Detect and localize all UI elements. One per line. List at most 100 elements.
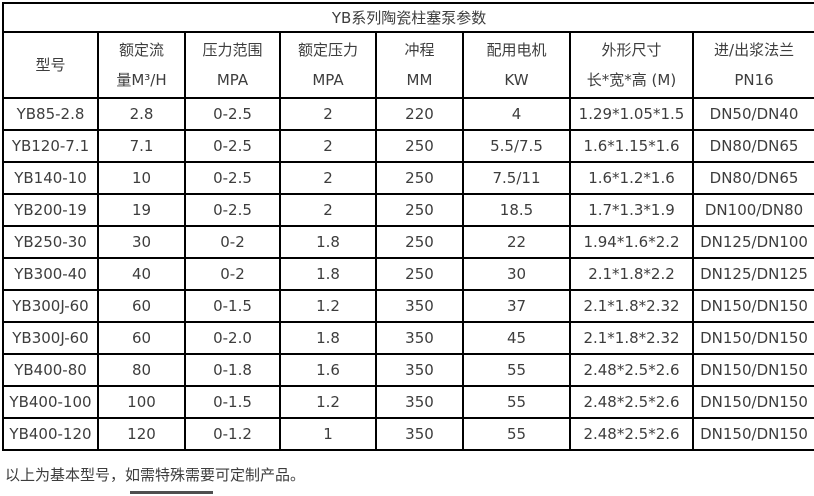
column-header-flow: 额定流量M³/H	[97, 31, 186, 99]
cell-flange: DN150/DN150	[691, 321, 814, 355]
table-row: YB400-120 120 0-1.2 1 350 55 2.48*2.5*2.6 DN150…	[2, 417, 814, 451]
cell-flow: 40	[97, 257, 186, 291]
cell-rated-pressure: 2	[279, 97, 377, 131]
column-header-pressure-range: 压力范围 MPA	[184, 31, 281, 99]
cell-motor: 4	[462, 97, 571, 131]
cell-rated-pressure: 2	[279, 193, 377, 227]
cell-model: YB250-30	[2, 225, 99, 259]
cell-dimensions: 1.6*1.15*1.6	[569, 129, 694, 163]
cell-flange: DN125/DN100	[691, 225, 814, 259]
column-header-model: 型号	[2, 31, 99, 99]
cell-motor: 45	[462, 321, 571, 355]
column-header-label: 进/出浆法兰	[714, 41, 795, 59]
cell-flange: DN150/DN150	[691, 353, 814, 387]
table-title: YB系列陶瓷柱塞泵参数	[1, 2, 814, 33]
table-row: YB120-7.1 7.1 0-2.5 2 250 5.5/7.5 1.6*1.15*1.6…	[2, 129, 814, 163]
cell-dimensions: 2.48*2.5*2.6	[569, 385, 694, 419]
cell-flow: 10	[97, 161, 186, 195]
cell-pressure-range: 0-2.0	[184, 321, 281, 355]
cell-dimensions: 2.1*1.8*2.32	[569, 321, 694, 355]
column-header-motor: 配用电机 KW	[462, 31, 571, 99]
cell-motor: 37	[462, 289, 571, 323]
cell-stroke: 250	[375, 193, 464, 227]
table-row: YB300J-60 60 0-1.5 1.2 350 37 2.1*1.8*2.32 DN15…	[2, 289, 814, 323]
cell-flow: 60	[97, 321, 186, 355]
pump-parameters-table: YB系列陶瓷柱塞泵参数 型号 额定流 量M³/H 压力范围 MPA 额定压力 MPA …	[1, 2, 814, 451]
cell-stroke: 350	[375, 289, 464, 323]
cell-rated-pressure: 1.8	[279, 257, 377, 291]
cell-model: YB120-7.1	[2, 129, 99, 163]
cell-model: YB300-40	[2, 257, 99, 291]
column-header-label: 型号	[35, 56, 66, 74]
cell-flow: 100	[97, 385, 186, 419]
column-header-dimensions: 外形尺寸长*宽*高 (M)	[569, 31, 694, 99]
cell-rated-pressure: 2	[279, 161, 377, 195]
cell-pressure-range: 0-1.5	[184, 385, 281, 419]
column-header-unit: MPA	[312, 71, 344, 89]
cell-dimensions: 1.29*1.05*1.5	[569, 97, 694, 131]
cell-pressure-range: 0-2.5	[184, 161, 281, 195]
cell-dimensions: 1.94*1.6*2.2	[569, 225, 694, 259]
column-header-label: 额定流	[118, 41, 164, 59]
column-header-unit: 量M³/H	[116, 71, 167, 89]
column-header-label: 配用电机	[486, 41, 547, 59]
cell-model: YB400-120	[2, 417, 99, 451]
cell-stroke: 350	[375, 417, 464, 451]
cell-motor: 55	[462, 417, 571, 451]
cell-flow: 120	[97, 417, 186, 451]
header-row: 型号 额定流 量M³/H 压力范围 MPA 额定压力 MPA 冲程 MM 配用电机 KW …	[2, 31, 814, 99]
cell-pressure-range: 0-2	[184, 257, 281, 291]
table-row: YB250-30 30 0-2 1.8 250 22 1.94*1.6*2.2 DN125/D…	[2, 225, 814, 259]
cell-stroke: 250	[375, 225, 464, 259]
cell-rated-pressure: 1.8	[279, 225, 377, 259]
cell-flow: 30	[97, 225, 186, 259]
cell-flange: DN150/DN150	[691, 417, 814, 451]
cell-flange: DN80/DN65	[691, 161, 814, 195]
table-row: YB200-19 19 0-2.5 2 250 18.5 1.7*1.3*1.9 DN100/…	[2, 193, 814, 227]
column-header-unit: MPA	[216, 71, 249, 89]
cell-pressure-range: 0-2.5	[184, 97, 281, 131]
cell-motor: 22	[462, 225, 571, 259]
cell-motor: 55	[462, 385, 571, 419]
cell-pressure-range: 0-2.5	[184, 129, 281, 163]
cell-dimensions: 1.7*1.3*1.9	[569, 193, 694, 227]
cell-pressure-range: 0-1.8	[184, 353, 281, 387]
cell-rated-pressure: 2	[279, 129, 377, 163]
cell-flange: DN150/DN150	[691, 289, 814, 323]
cell-flow: 7.1	[97, 129, 186, 163]
cell-stroke: 220	[375, 97, 464, 131]
cell-dimensions: 2.1*1.8*2.2	[569, 257, 694, 291]
cell-flange: DN150/DN150	[691, 385, 814, 419]
cell-stroke: 250	[375, 161, 464, 195]
cell-dimensions: 2.1*1.8*2.32	[569, 289, 694, 323]
cell-rated-pressure: 1.6	[279, 353, 377, 387]
cell-motor: 5.5/7.5	[462, 129, 571, 163]
column-header-label: 外形尺寸	[601, 41, 662, 59]
cell-rated-pressure: 1.2	[279, 385, 377, 419]
cell-flange: DN50/DN40	[691, 97, 814, 131]
cell-model: YB140-10	[2, 161, 99, 195]
cell-model: YB400-100	[2, 385, 99, 419]
cell-flange: DN100/DN80	[691, 193, 814, 227]
table-row: YB400-100 100 0-1.5 1.2 350 55 2.48*2.5*2.6 DN1…	[2, 385, 814, 419]
column-header-label: 冲程	[404, 41, 435, 59]
cell-motor: 18.5	[462, 193, 571, 227]
cell-pressure-range: 0-1.2	[184, 417, 281, 451]
cell-motor: 7.5/11	[462, 161, 571, 195]
column-header-unit: 长*宽*高 (M)	[586, 71, 677, 89]
cell-flow: 2.8	[97, 97, 186, 131]
cell-flow: 19	[97, 193, 186, 227]
cell-flow: 60	[97, 289, 186, 323]
cell-dimensions: 2.48*2.5*2.6	[569, 417, 694, 451]
column-header-stroke: 冲程 MM	[375, 31, 464, 99]
cropped-element-edge	[130, 491, 213, 494]
column-header-unit: KW	[504, 71, 529, 89]
column-header-unit: MM	[406, 71, 433, 89]
cell-dimensions: 2.48*2.5*2.6	[569, 353, 694, 387]
table-row: YB85-2.8 2.8 0-2.5 2 220 4 1.29*1.05*1.5 DN50/D…	[2, 97, 814, 131]
column-header-unit: PN16	[734, 71, 774, 89]
table-row: YB300-40 40 0-2 1.8 250 30 2.1*1.8*2.2 DN125/DN…	[2, 257, 814, 291]
cell-model: YB300J-60	[2, 321, 99, 355]
cell-model: YB85-2.8	[2, 97, 99, 131]
